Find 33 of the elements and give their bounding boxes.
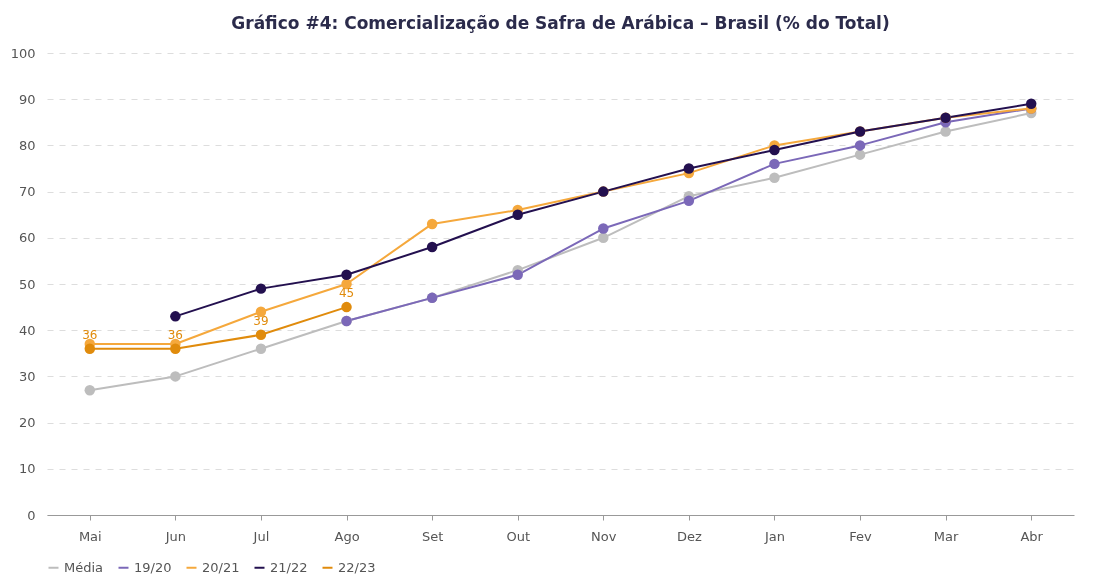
legend-label: 19/20 [134,559,172,575]
x-tick-label: Jan [763,528,785,544]
y-tick-label: 40 [18,322,36,338]
y-tick-label: 10 [18,461,36,477]
y-tick-label: 30 [18,368,36,384]
x-tick-label: Mai [78,528,102,544]
data-label: 45 [338,286,355,301]
legend-label: Média [64,559,104,575]
y-tick-label: 20 [18,415,36,431]
x-tick-label: Out [506,528,530,544]
y-tick-label: 0 [27,507,36,523]
x-tick-label: Ago [334,528,360,544]
y-tick-label: 60 [18,230,36,246]
x-tick-label: Mar [933,528,960,544]
x-tick-label: Set [421,528,444,544]
x-tick-label: Jul [252,528,270,544]
x-tick-label: Dez [676,528,702,544]
y-tick-label: 70 [18,184,36,200]
x-tick-label: Nov [591,528,617,544]
legend-label: 22/23 [338,559,376,575]
data-label: 39 [253,313,269,328]
y-tick-label: 90 [18,91,36,107]
data-label: 36 [167,327,184,342]
chart-title: Gráfico #4: Comercialização de Safra de Arábica – Brasil (% do Total) [231,13,890,33]
legend-label: 21/22 [270,559,308,575]
y-tick-label: 50 [18,276,36,292]
x-tick-label: Abr [1020,528,1044,544]
legend-label: 20/21 [202,559,240,575]
data-label: 36 [82,327,98,342]
y-tick-label: 100 [10,45,36,61]
y-tick-label: 80 [18,137,36,153]
x-tick-label: Jun [164,528,187,544]
x-tick-label: Fev [849,528,873,544]
